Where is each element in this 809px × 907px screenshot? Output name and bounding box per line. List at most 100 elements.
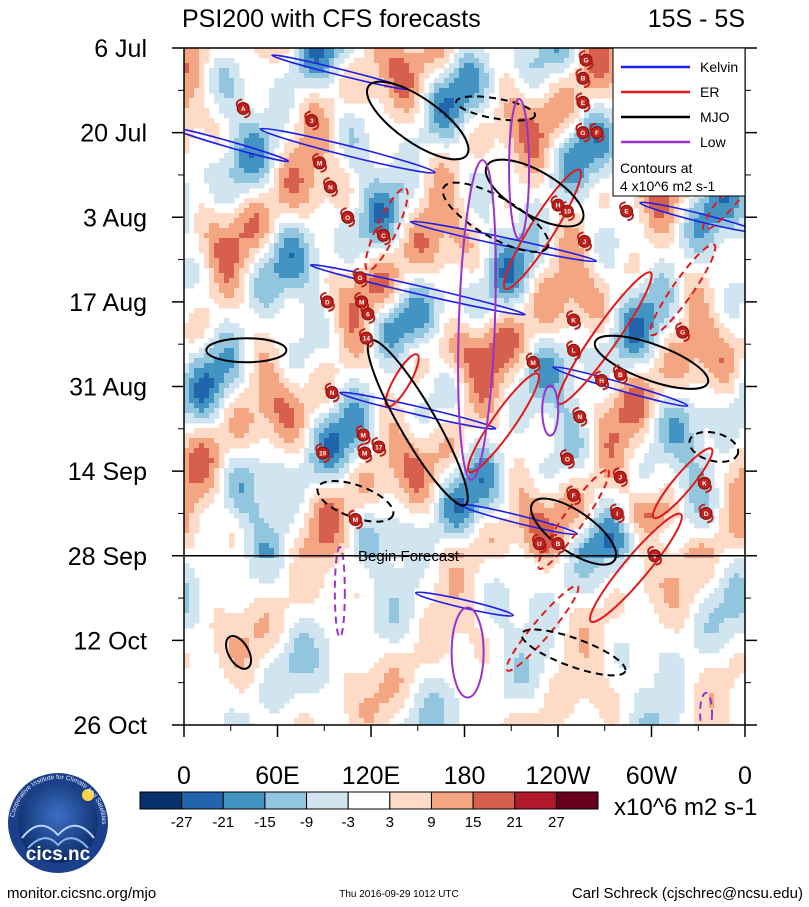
- colorbar-tick-label: 9: [427, 814, 435, 831]
- contour-line: [699, 691, 714, 725]
- storm-marker: K: [566, 310, 582, 330]
- contour-line: [455, 95, 537, 122]
- axis-ticks: 0 60E 120E 180 120W 60W 0 6 Jul 20 Jul 3 Aug 17 Au…: [68, 35, 757, 790]
- colorbar-swatch: [389, 791, 432, 810]
- colorbar-swatch: [472, 791, 516, 810]
- colorbar-tick-label: -21: [212, 814, 234, 831]
- colorbar-swatch: [264, 791, 308, 810]
- colorbar-swatch: [555, 791, 599, 810]
- chart-title: PSI200 with CFS forecasts: [182, 5, 481, 33]
- contour-line: [338, 391, 497, 430]
- y-tick-label: 26 Oct: [73, 712, 147, 740]
- storm-marker-label: K: [702, 481, 707, 488]
- storm-marker: M: [355, 424, 371, 445]
- storm-marker-label: M: [530, 360, 535, 367]
- storm-marker: 17: [371, 436, 387, 457]
- storm-marker: G: [578, 50, 594, 71]
- storm-marker-label: C: [381, 233, 386, 240]
- contour-line: [505, 584, 580, 672]
- colorbar-swatch: [181, 791, 224, 810]
- storm-marker: 14: [358, 328, 374, 349]
- contour-line: [259, 127, 436, 174]
- logo-text: cics.nc: [26, 844, 91, 865]
- storm-marker-label: G: [584, 58, 589, 65]
- contour-line: [333, 546, 346, 639]
- storm-marker-label: B: [556, 541, 561, 548]
- storm-marker-label: B: [618, 372, 623, 379]
- contour-line: [384, 353, 420, 408]
- storm-marker: N: [323, 177, 338, 198]
- storm-marker: B: [612, 364, 628, 385]
- storm-marker: M: [312, 152, 328, 173]
- contour-line: [649, 243, 717, 337]
- y-tick-label: 17 Aug: [69, 289, 147, 317]
- contour-line: [309, 263, 526, 316]
- storm-marker-label: M: [362, 450, 367, 457]
- storm-marker-label: G: [680, 330, 685, 337]
- colorbar-swatch: [222, 791, 266, 810]
- colorbar-swatch: [430, 791, 474, 810]
- storm-marker-label: 6: [366, 311, 370, 318]
- colorbar-swatch: [139, 791, 183, 810]
- colorbar-tick-label: 27: [548, 814, 565, 831]
- storm-marker-label: M: [317, 160, 322, 167]
- colorbar: -27 -21 -15 -9 -3 3 9 15 21 27: [139, 791, 599, 831]
- colorbar-tick-label: -27: [171, 814, 193, 831]
- colorbar-swatch: [347, 791, 391, 810]
- storm-marker-label: M: [360, 432, 365, 439]
- contour-line: [205, 337, 288, 364]
- storm-marker: N: [324, 382, 340, 403]
- contour-line: [409, 220, 598, 263]
- storm-marker: E: [575, 92, 591, 113]
- x-tick-label: 180: [444, 762, 486, 790]
- contour-line: [508, 97, 531, 240]
- y-tick-label: 31 Aug: [69, 374, 147, 402]
- contour-note-line2: 4 x10^6 m2 s-1: [620, 178, 715, 194]
- storm-marker: G: [575, 122, 591, 143]
- storm-marker: 10: [559, 201, 575, 222]
- storm-marker-label: D: [325, 299, 330, 306]
- storm-marker: M: [357, 443, 373, 463]
- contour-line: [593, 334, 710, 390]
- legend-label: ER: [700, 84, 719, 100]
- storm-marker-label: H: [556, 203, 561, 210]
- contour-line: [541, 384, 560, 437]
- x-tick-label: 60W: [626, 762, 678, 790]
- storm-marker: A: [235, 98, 251, 119]
- storm-marker: B: [550, 533, 566, 554]
- colorbar-swatch: [514, 791, 557, 810]
- x-tick-label: 120W: [525, 762, 591, 790]
- contour-line: [588, 512, 683, 624]
- legend: Kelvin ER MJO Low Contours at 4 x10^6 m2 s-…: [612, 47, 746, 197]
- storm-marker-label: B: [581, 76, 586, 83]
- contour-line: [457, 159, 497, 481]
- y-tick-label: 3 Aug: [83, 204, 147, 232]
- storm-marker-label: E: [624, 209, 629, 216]
- storm-marker: G: [352, 267, 368, 288]
- storm-marker-label: G: [358, 275, 363, 282]
- x-tick-label: 60E: [255, 762, 299, 790]
- contour-line: [441, 181, 550, 253]
- x-tick-label: 120E: [342, 762, 400, 790]
- cicsnc-logo: Cooperative Institute for Climate and Sa…: [8, 773, 108, 873]
- storm-marker-label: M: [359, 299, 364, 306]
- footer-timestamp: Thu 2016-09-29 1012 UTC: [339, 889, 459, 900]
- storm-marker-label: O: [565, 457, 570, 464]
- storm-marker: D: [698, 503, 714, 524]
- storm-marker: U: [531, 533, 547, 554]
- forecast-label: Begin Forecast: [358, 548, 460, 565]
- storm-marker: 19: [315, 443, 331, 463]
- storm-marker: O: [340, 207, 356, 228]
- contour-line: [450, 606, 485, 699]
- storm-marker-label: H: [599, 378, 604, 385]
- contour-line: [537, 468, 610, 570]
- storm-marker-label: O: [345, 215, 350, 222]
- contour-line: [225, 635, 253, 670]
- y-tick-label: 12 Oct: [73, 627, 147, 655]
- storm-marker: D: [319, 291, 335, 312]
- legend-label: Kelvin: [700, 59, 738, 75]
- colorbar-tick-label: 15: [465, 814, 482, 831]
- colorbar-units: x10^6 m2 s-1: [614, 794, 757, 821]
- contour-line: [466, 372, 541, 474]
